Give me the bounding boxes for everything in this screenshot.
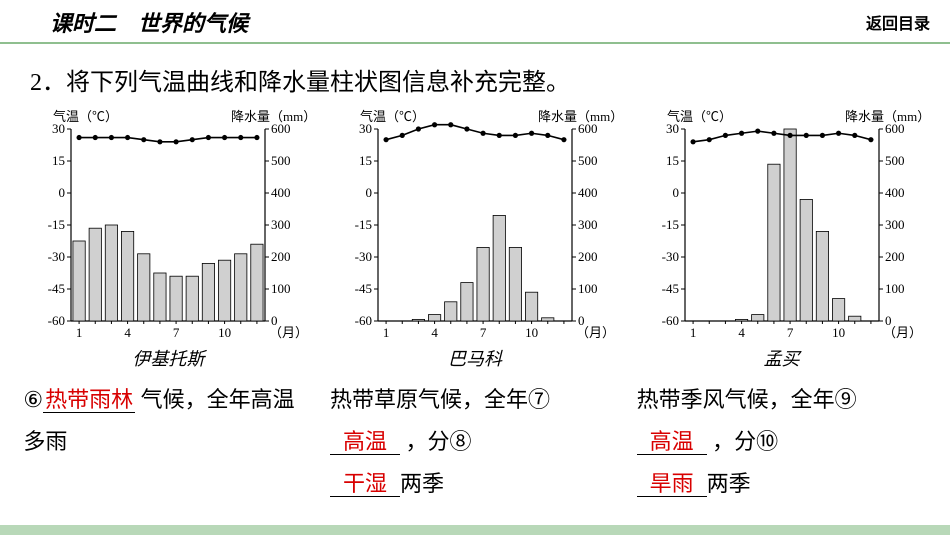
chart-block-2: 气温（℃）降水量（mm）30150-15-30-45-6060050040030…	[330, 107, 620, 371]
svg-text:0: 0	[672, 185, 679, 200]
answer-3-suffix: 两季	[707, 471, 751, 496]
lesson-title: 课时二 世界的气候	[50, 6, 248, 38]
question-number: 2．	[30, 70, 66, 96]
charts-row: 气温（℃）降水量（mm）30150-15-30-45-6060050040030…	[0, 107, 950, 371]
svg-text:400: 400	[271, 185, 291, 200]
svg-text:-60: -60	[661, 313, 678, 328]
blank-9-answer: 高温	[650, 429, 694, 454]
answer-3-prefix: 热带季风气候，全年⑨	[637, 387, 857, 412]
svg-text:600: 600	[885, 121, 905, 136]
svg-text:0: 0	[59, 185, 66, 200]
answer-2-mid: ，分⑧	[400, 429, 472, 454]
answer-3-mid: ，分⑩	[707, 429, 779, 454]
svg-text:15: 15	[359, 153, 372, 168]
svg-text:100: 100	[578, 281, 598, 296]
return-toc-link[interactable]: 返回目录	[866, 10, 930, 34]
svg-text:600: 600	[578, 121, 598, 136]
question-text: 2．将下列气温曲线和降水量柱状图信息补充完整。	[0, 44, 950, 107]
svg-text:200: 200	[885, 249, 905, 264]
svg-text:300: 300	[885, 217, 905, 232]
svg-text:30: 30	[666, 121, 679, 136]
chart-3-caption: 孟买	[764, 345, 800, 371]
footer-bar	[0, 525, 950, 535]
svg-text:-60: -60	[48, 313, 65, 328]
question-body: 将下列气温曲线和降水量柱状图信息补充完整。	[66, 70, 570, 96]
answers-row: ⑥热带雨林 气候，全年高温多雨 热带草原气候，全年⑦ 高温 ，分⑧干湿两季 热带…	[0, 371, 950, 504]
svg-text:4: 4	[125, 325, 132, 340]
svg-text:4: 4	[431, 325, 438, 340]
answer-block-3: 热带季风气候，全年⑨ 高温 ，分⑩ 旱雨两季	[637, 379, 927, 504]
answer-block-2: 热带草原气候，全年⑦ 高温 ，分⑧ 干湿两季	[330, 379, 620, 504]
chart-block-1: 气温（℃）降水量（mm）30150-15-30-45-6060050040030…	[23, 107, 313, 371]
svg-text:10: 10	[832, 325, 845, 340]
blank-9: 高温	[637, 430, 707, 455]
svg-text:-45: -45	[355, 281, 372, 296]
svg-text:500: 500	[885, 153, 905, 168]
blank-7-answer: 高温	[343, 429, 387, 454]
svg-text:30: 30	[52, 121, 65, 136]
svg-text:-30: -30	[355, 249, 372, 264]
svg-text:30: 30	[359, 121, 372, 136]
svg-text:7: 7	[173, 325, 180, 340]
chart-block-3: 气温（℃）降水量（mm）30150-15-30-45-6060050040030…	[637, 107, 927, 371]
svg-text:600: 600	[271, 121, 291, 136]
svg-text:-45: -45	[661, 281, 678, 296]
blank-6-marker: ⑥	[23, 379, 43, 421]
blank-6-answer: 热带雨林	[45, 387, 133, 412]
blank-10-answer: 旱雨	[650, 471, 694, 496]
svg-text:-45: -45	[48, 281, 65, 296]
svg-text:400: 400	[578, 185, 598, 200]
svg-text:500: 500	[271, 153, 291, 168]
svg-text:（月）: （月）	[883, 325, 922, 340]
svg-text:-30: -30	[48, 249, 65, 264]
svg-text:10: 10	[218, 325, 231, 340]
chart-3-svg: 气温（℃）降水量（mm）30150-15-30-45-6060050040030…	[637, 107, 927, 343]
blank-6: 热带雨林	[43, 388, 135, 413]
svg-text:-15: -15	[661, 217, 678, 232]
svg-text:15: 15	[666, 153, 679, 168]
svg-text:100: 100	[271, 281, 291, 296]
svg-text:（月）: （月）	[269, 325, 308, 340]
blank-10: 旱雨	[637, 472, 707, 497]
svg-text:500: 500	[578, 153, 598, 168]
answer-2-suffix: 两季	[400, 471, 444, 496]
svg-text:200: 200	[271, 249, 291, 264]
svg-text:7: 7	[480, 325, 487, 340]
svg-text:200: 200	[578, 249, 598, 264]
svg-text:7: 7	[786, 325, 793, 340]
svg-text:（月）: （月）	[576, 325, 615, 340]
svg-text:300: 300	[578, 217, 598, 232]
chart-2-svg: 气温（℃）降水量（mm）30150-15-30-45-6060050040030…	[330, 107, 620, 343]
svg-text:300: 300	[271, 217, 291, 232]
svg-text:-15: -15	[355, 217, 372, 232]
answer-2-prefix: 热带草原气候，全年⑦	[330, 387, 550, 412]
svg-text:1: 1	[689, 325, 696, 340]
svg-text:100: 100	[885, 281, 905, 296]
chart-2-caption: 巴马科	[448, 345, 502, 371]
svg-text:10: 10	[525, 325, 538, 340]
svg-text:-60: -60	[355, 313, 372, 328]
blank-8-answer: 干湿	[343, 471, 387, 496]
blank-8: 干湿	[330, 472, 400, 497]
svg-text:0: 0	[365, 185, 372, 200]
svg-text:4: 4	[738, 325, 745, 340]
answer-block-1: ⑥热带雨林 气候，全年高温多雨	[23, 379, 313, 504]
svg-text:-30: -30	[661, 249, 678, 264]
svg-text:1: 1	[76, 325, 83, 340]
chart-1-svg: 气温（℃）降水量（mm）30150-15-30-45-6060050040030…	[23, 107, 313, 343]
chart-1-caption: 伊基托斯	[132, 345, 204, 371]
page-header: 课时二 世界的气候 返回目录	[0, 0, 950, 44]
svg-text:400: 400	[885, 185, 905, 200]
svg-text:1: 1	[383, 325, 390, 340]
svg-text:-15: -15	[48, 217, 65, 232]
blank-7: 高温	[330, 430, 400, 455]
svg-text:15: 15	[52, 153, 65, 168]
